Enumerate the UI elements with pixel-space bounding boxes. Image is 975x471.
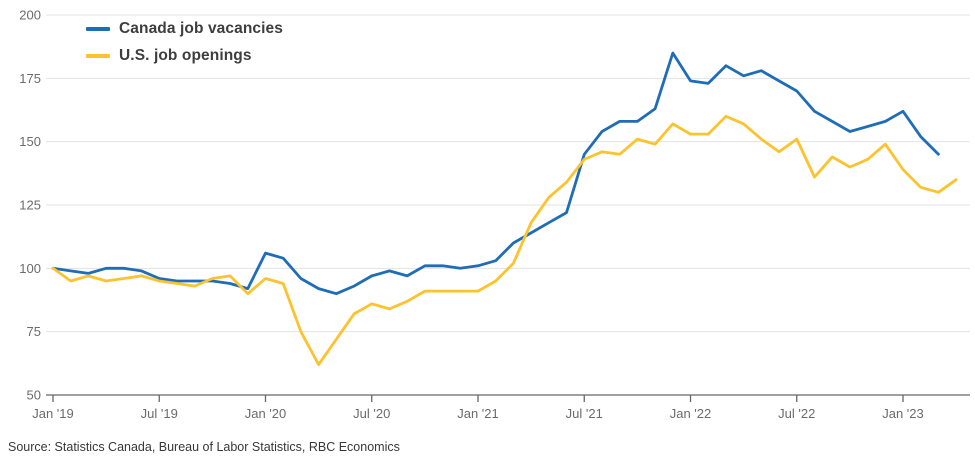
y-axis-label: 125 [19,198,41,213]
y-axis-label: 100 [19,261,41,276]
legend: Canada job vacancies U.S. job openings [86,20,283,65]
legend-item-canada: Canada job vacancies [86,20,283,38]
legend-label-canada: Canada job vacancies [119,20,283,37]
x-axis-label: Jan '20 [245,406,287,421]
x-axis-label: Jan '23 [882,406,924,421]
x-axis-label: Jan '19 [32,406,74,421]
x-axis-label: Jan '21 [457,406,499,421]
x-axis-label: Jul '21 [566,406,603,421]
y-axis-label: 50 [27,388,41,403]
x-axis-label: Jul '19 [141,406,178,421]
y-axis-label: 75 [27,324,41,339]
source-note: Source: Statistics Canada, Bureau of Lab… [8,440,400,454]
x-axis-label: Jul '22 [778,406,815,421]
us-line-swatch [86,54,110,58]
y-axis-label: 200 [19,8,41,23]
x-axis-label: Jan '22 [670,406,712,421]
canada-line-swatch [86,27,110,31]
legend-label-us: U.S. job openings [119,47,252,64]
us-series-line [51,114,958,367]
canada-series-line [51,51,940,296]
legend-item-us: U.S. job openings [86,47,283,65]
x-axis-label: Jul '20 [353,406,390,421]
y-axis-label: 150 [19,134,41,149]
y-axis-label: 175 [19,71,41,86]
